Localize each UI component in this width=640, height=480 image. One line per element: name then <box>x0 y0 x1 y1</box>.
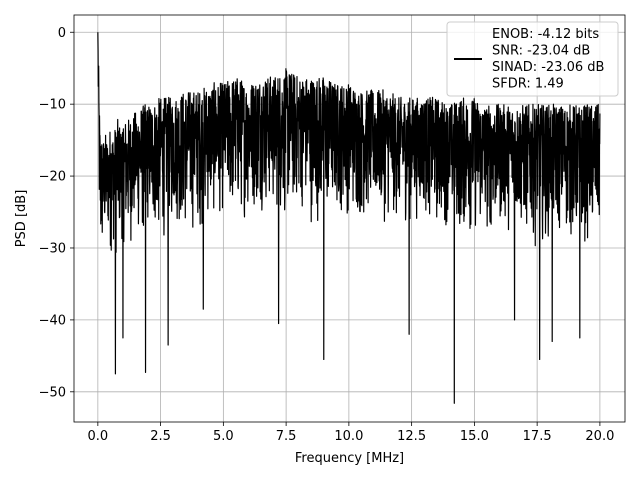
psd-series-line <box>97 32 601 404</box>
x-tick-label: 10.0 <box>334 429 363 444</box>
y-tick-label: −50 <box>39 385 66 400</box>
legend: ENOB: -4.12 bits SNR: -23.04 dB SINAD: -… <box>446 21 619 97</box>
legend-entry-sinad: SINAD: -23.06 dB <box>492 60 604 75</box>
x-tick-label: 15.0 <box>460 429 489 444</box>
y-tick-label: −10 <box>39 98 66 113</box>
x-axis-label: Frequency [MHz] <box>295 451 404 466</box>
axes-frame <box>73 14 626 423</box>
x-tick-label: 17.5 <box>523 429 552 444</box>
x-tick-label: 20.0 <box>585 429 614 444</box>
y-tick-label: −20 <box>39 170 66 185</box>
y-tick-label: 0 <box>58 26 66 41</box>
y-axis-label: PSD [dB] <box>14 190 29 248</box>
x-tick-label: 2.5 <box>150 429 171 444</box>
x-tick-label: 7.5 <box>276 429 297 444</box>
legend-box <box>446 21 619 97</box>
y-tick-label: −30 <box>39 241 66 256</box>
legend-entry-snr: SNR: -23.04 dB <box>492 44 590 59</box>
plot-area <box>97 32 601 404</box>
x-tick-label: 12.5 <box>397 429 426 444</box>
legend-entry-enob: ENOB: -4.12 bits <box>492 27 599 42</box>
legend-entry-sfdr: SFDR: 1.49 <box>492 77 564 92</box>
x-tick-label: 5.0 <box>213 429 234 444</box>
y-tick-label: −40 <box>39 313 66 328</box>
x-tick-label: 0.0 <box>88 429 109 444</box>
axis-ticks: 0.0 2.5 5.0 7.5 10.0 12.5 15.0 17.5 20.0 0 −10 −20 −… <box>39 26 615 444</box>
